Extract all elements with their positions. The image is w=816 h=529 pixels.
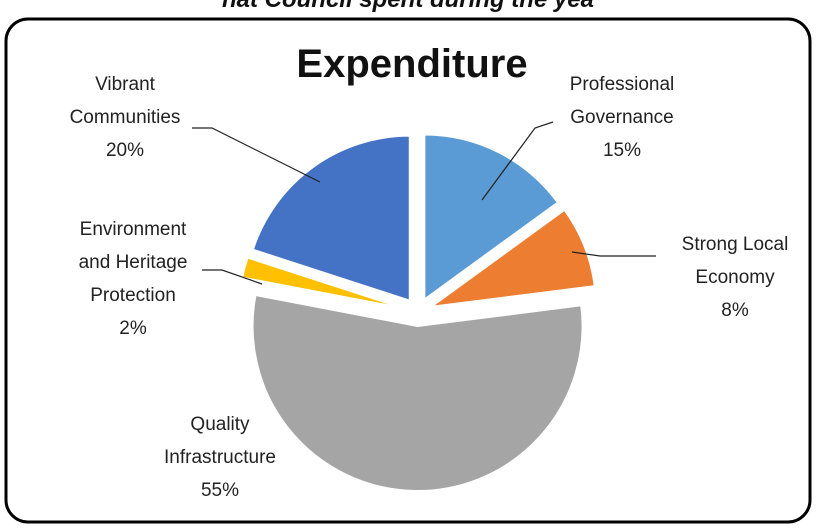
slice-label: Professional Governance 15% (552, 68, 692, 167)
value-label: 15% (602, 140, 642, 161)
leader-line (202, 269, 263, 285)
leader-line (481, 121, 554, 201)
category-label: Strong Local Economy (681, 234, 789, 288)
chart-title: Expenditure (296, 42, 528, 86)
slice-label: Strong Local Economy 8% (665, 228, 805, 327)
slice-label: Vibrant Communities 20% (55, 68, 195, 167)
leader-lines (192, 121, 656, 285)
category-label: Environment and Heritage Protection (78, 219, 188, 306)
pie-slice (423, 133, 560, 302)
slice-label: Quality Infrastructure 55% (145, 408, 295, 507)
category-label: Professional Governance (569, 74, 675, 128)
pie (241, 133, 596, 492)
pie-slice (251, 134, 411, 303)
category-label: Quality Infrastructure (164, 414, 276, 468)
value-label: 55% (200, 480, 240, 501)
slice-label: Environment and Heritage Protection 2% (63, 213, 203, 345)
page-heading: hat Council spent during the yea (0, 0, 816, 14)
value-label: 8% (721, 300, 749, 321)
value-label: 2% (119, 318, 147, 339)
value-label: 20% (105, 140, 145, 161)
leader-line (571, 251, 656, 257)
leader-line (192, 127, 321, 183)
category-label: Vibrant Communities (69, 74, 181, 128)
pie-slice (251, 293, 584, 492)
pie-slice (430, 208, 596, 308)
